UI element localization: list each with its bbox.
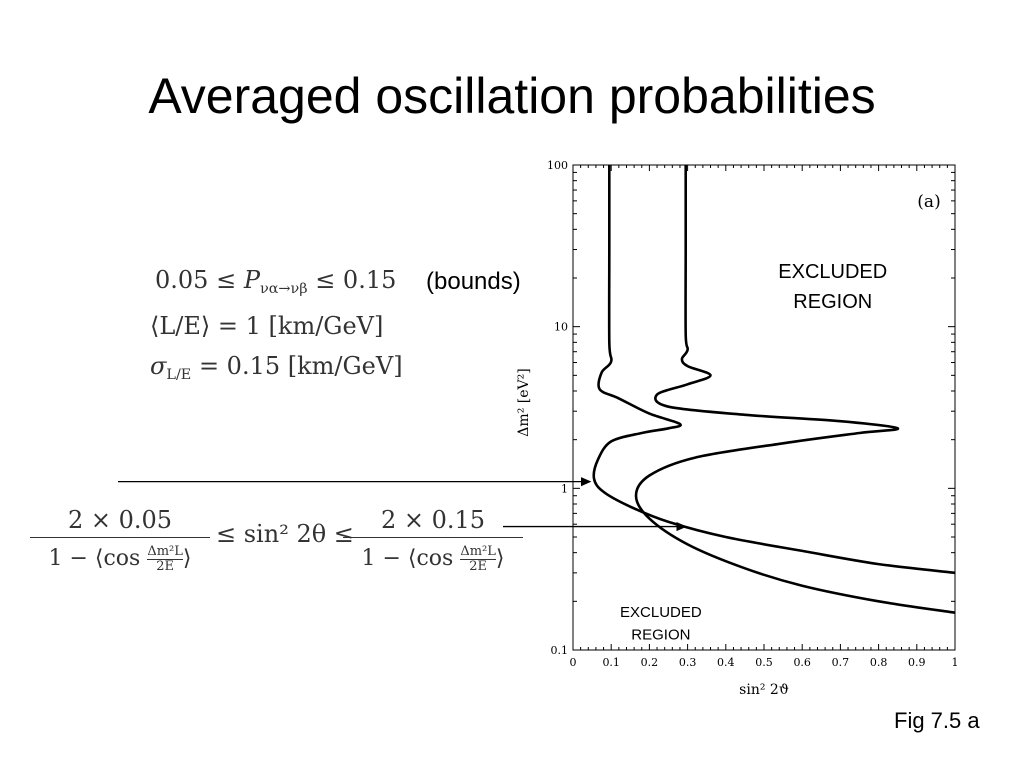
x-tick-label: 0.8 bbox=[870, 656, 888, 669]
left-den-small-den: 2E bbox=[156, 558, 174, 574]
panel-label: (a) bbox=[917, 192, 940, 212]
slide-title: Averaged oscillation probabilities bbox=[148, 68, 876, 124]
y-tick-label: 100 bbox=[547, 159, 568, 172]
right-den-small-den: 2E bbox=[469, 558, 487, 574]
left-den-small-fraction: Δm²L 2E bbox=[147, 543, 183, 574]
p-upper-text: ≤ 0.15 bbox=[307, 266, 397, 294]
sigma-symbol: σ bbox=[150, 352, 167, 380]
left-fraction-numerator: 2 × 0.05 bbox=[67, 506, 173, 534]
x-tick-label: 0.2 bbox=[641, 656, 659, 669]
right-den-suffix: ⟩ bbox=[495, 546, 505, 571]
y-tick-label: 0.1 bbox=[551, 644, 569, 657]
y-tick-label: 10 bbox=[554, 321, 568, 334]
excluded-region-label: EXCLUDED bbox=[620, 604, 702, 621]
x-tick-label: 0.3 bbox=[679, 656, 697, 669]
right-fraction-numerator: 2 × 0.15 bbox=[380, 506, 486, 534]
y-tick-label: 1 bbox=[561, 482, 568, 495]
x-tick-label: 0.7 bbox=[832, 656, 850, 669]
left-fraction-denominator: 1 − ⟨cos Δm²L 2E ⟩ bbox=[30, 542, 210, 576]
figure-label: Fig 7.5 a bbox=[894, 708, 980, 733]
p-symbol: P bbox=[243, 266, 260, 294]
sigma-subscript: L/E bbox=[166, 367, 192, 384]
right-fraction-denominator: 1 − ⟨cos Δm²L 2E ⟩ bbox=[343, 542, 523, 576]
sigma-rest: = 0.15 [km/GeV] bbox=[191, 352, 403, 380]
probability-bounds-equation: 0.05 ≤ Pνα→νβ ≤ 0.15 bbox=[155, 266, 396, 297]
left-den-suffix: ⟩ bbox=[182, 546, 192, 571]
x-tick-label: 0.1 bbox=[602, 656, 620, 669]
right-fraction: 2 × 0.15 1 − ⟨cos Δm²L 2E ⟩ bbox=[343, 505, 523, 576]
left-fraction: 2 × 0.05 1 − ⟨cos Δm²L 2E ⟩ bbox=[30, 505, 210, 576]
right-fraction-bar bbox=[343, 537, 523, 538]
x-tick-label: 0.9 bbox=[908, 656, 926, 669]
right-den-small-num: Δm²L bbox=[460, 543, 496, 559]
p-lower-text: 0.05 ≤ bbox=[155, 266, 244, 294]
x-tick-label: 0 bbox=[570, 656, 577, 669]
right-den-prefix: 1 − ⟨cos bbox=[361, 546, 461, 571]
x-tick-label: 1 bbox=[952, 656, 959, 669]
left-den-prefix: 1 − ⟨cos bbox=[48, 546, 148, 571]
excluded-region-label: EXCLUDED bbox=[778, 261, 887, 283]
x-tick-label: 0.4 bbox=[717, 656, 735, 669]
le-mean-equation: ⟨L/E⟩ = 1 [km/GeV] bbox=[150, 312, 384, 340]
x-axis-label: sin² 2ϑ bbox=[739, 682, 789, 698]
sigma-equation: σL/E = 0.15 [km/GeV] bbox=[150, 352, 403, 383]
excluded-region-label: REGION bbox=[793, 291, 872, 313]
x-tick-label: 0.6 bbox=[793, 656, 811, 669]
right-den-small-fraction: Δm²L 2E bbox=[460, 543, 496, 574]
middle-inequality: ≤ sin² 2θ ≤ bbox=[216, 520, 354, 548]
left-den-small-num: Δm²L bbox=[147, 543, 183, 559]
p-subscript: να→νβ bbox=[259, 281, 308, 298]
x-tick-label: 0.5 bbox=[755, 656, 773, 669]
left-fraction-bar bbox=[30, 537, 210, 538]
bounds-note: (bounds) bbox=[426, 268, 521, 295]
series-line-2 bbox=[634, 165, 956, 614]
series-line-1 bbox=[592, 165, 956, 575]
plot-frame bbox=[572, 164, 956, 651]
excluded-region-label: REGION bbox=[631, 627, 690, 644]
y-axis-label: Δm² [eV²] bbox=[516, 368, 532, 436]
